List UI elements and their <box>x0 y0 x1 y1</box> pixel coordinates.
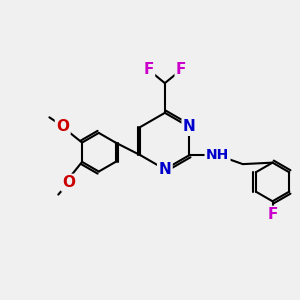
Text: N: N <box>158 162 171 177</box>
Text: N: N <box>183 119 196 134</box>
Text: NH: NH <box>206 148 229 162</box>
Text: F: F <box>267 207 278 222</box>
Text: F: F <box>143 62 154 77</box>
Text: O: O <box>56 119 69 134</box>
Text: O: O <box>62 175 75 190</box>
Text: F: F <box>176 62 186 77</box>
